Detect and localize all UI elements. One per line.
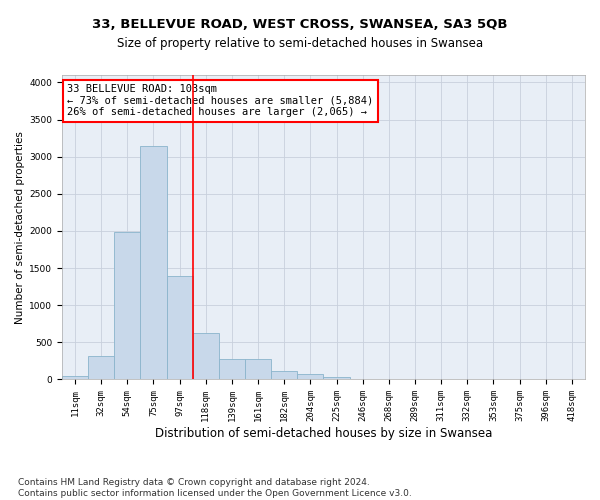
Text: Size of property relative to semi-detached houses in Swansea: Size of property relative to semi-detach… — [117, 38, 483, 51]
Bar — [88, 356, 114, 380]
X-axis label: Distribution of semi-detached houses by size in Swansea: Distribution of semi-detached houses by … — [155, 427, 492, 440]
Bar — [193, 334, 219, 380]
Bar — [114, 232, 140, 380]
Bar — [62, 376, 88, 380]
Y-axis label: Number of semi-detached properties: Number of semi-detached properties — [15, 131, 25, 324]
Bar — [271, 372, 297, 380]
Bar — [219, 360, 245, 380]
Bar — [297, 374, 323, 380]
Text: 33 BELLEVUE ROAD: 103sqm
← 73% of semi-detached houses are smaller (5,884)
26% o: 33 BELLEVUE ROAD: 103sqm ← 73% of semi-d… — [67, 84, 373, 117]
Bar — [140, 146, 167, 380]
Bar — [245, 360, 271, 380]
Text: Contains HM Land Registry data © Crown copyright and database right 2024.
Contai: Contains HM Land Registry data © Crown c… — [18, 478, 412, 498]
Bar — [350, 378, 376, 380]
Bar — [167, 276, 193, 380]
Text: 33, BELLEVUE ROAD, WEST CROSS, SWANSEA, SA3 5QB: 33, BELLEVUE ROAD, WEST CROSS, SWANSEA, … — [92, 18, 508, 30]
Bar — [323, 377, 350, 380]
